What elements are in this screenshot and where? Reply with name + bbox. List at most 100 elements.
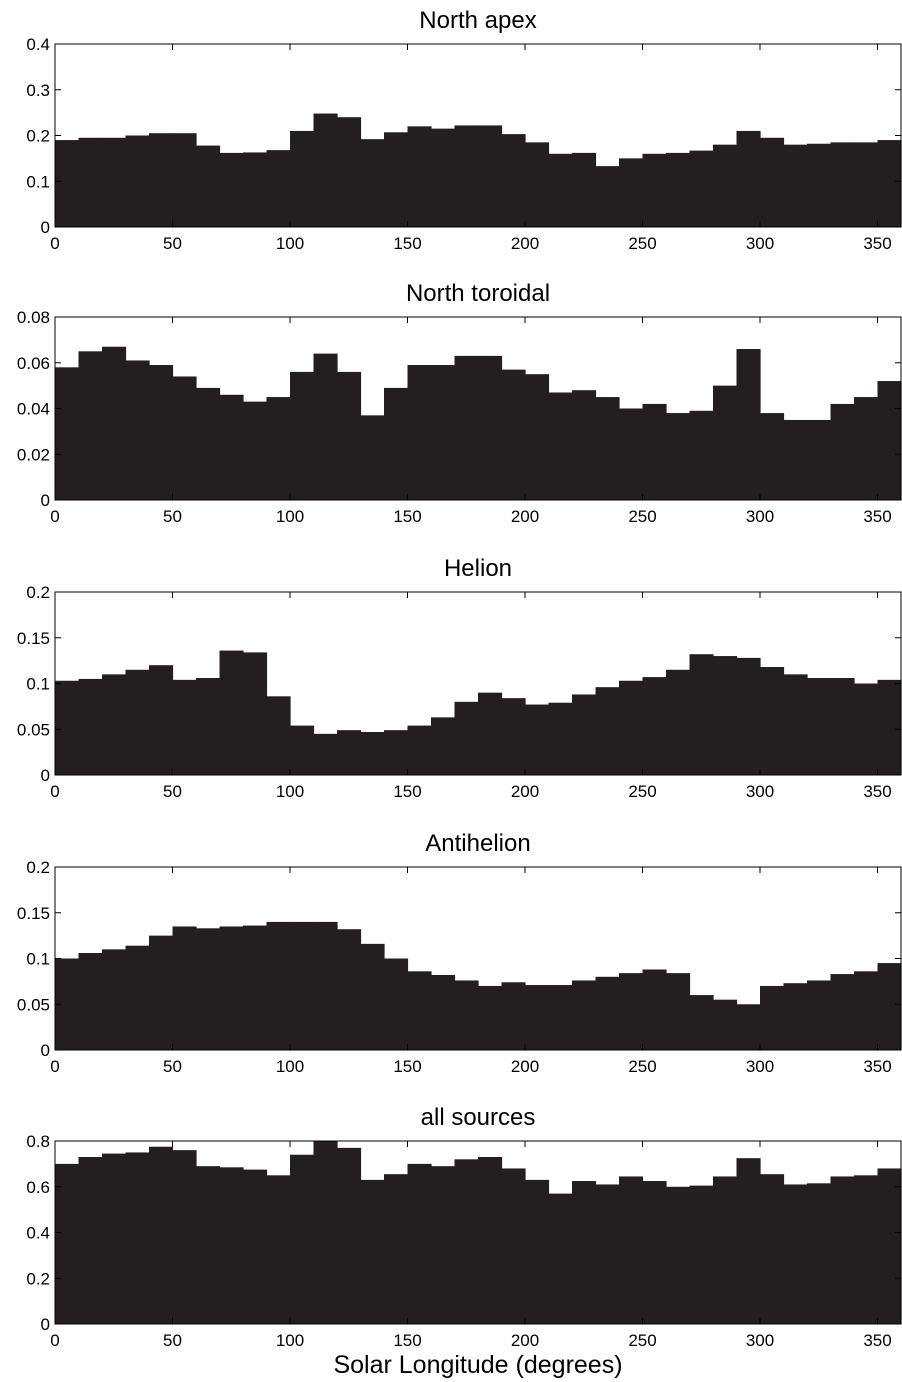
bar-340 (854, 142, 879, 227)
y-tick-label: 0.3 (26, 81, 50, 100)
bar-120 (337, 1147, 362, 1324)
x-tick-label: 150 (393, 507, 421, 526)
bar-180 (478, 355, 503, 500)
bar-120 (337, 929, 362, 1050)
bar-170 (454, 125, 479, 227)
bar-200 (525, 1179, 550, 1324)
bar-110 (313, 353, 338, 500)
y-tick-label: 0 (41, 1315, 50, 1334)
bar-150 (407, 725, 432, 775)
bar-200 (525, 704, 550, 775)
x-tick-label: 300 (746, 234, 774, 253)
x-tick-label: 200 (511, 1331, 539, 1350)
bar-260 (666, 413, 691, 500)
bar-270 (689, 995, 714, 1050)
chart-title: Antihelion (425, 830, 530, 857)
y-tick-label: 0.4 (26, 1224, 50, 1243)
bar-190 (501, 698, 526, 775)
bar-50 (172, 133, 197, 227)
x-tick-label: 100 (276, 1331, 304, 1350)
chart-panel-2: North toroidal 0 50 100 150 200 250 300 350 0 0.02… (17, 280, 902, 526)
bar-60 (196, 678, 221, 775)
chart-title: all sources (421, 1104, 536, 1131)
x-tick-label: 0 (50, 782, 59, 801)
x-tick-label: 250 (628, 234, 656, 253)
bar-270 (689, 1185, 714, 1324)
bar-90 (266, 696, 291, 775)
x-tick-label: 350 (863, 782, 891, 801)
bar-160 (431, 1166, 456, 1324)
bar-100 (290, 130, 315, 227)
bar-230 (595, 1184, 620, 1324)
bar-270 (689, 150, 714, 227)
bar-190 (501, 134, 526, 227)
x-tick-label: 0 (50, 507, 59, 526)
y-tick-label: 0.06 (17, 354, 50, 373)
bar-140 (384, 730, 409, 775)
y-tick-label: 0.05 (17, 720, 50, 739)
bar-70 (219, 650, 244, 775)
y-tick-label: 0.4 (26, 35, 50, 54)
bar-80 (243, 152, 268, 227)
bar-210 (548, 985, 573, 1050)
bar-310 (783, 983, 808, 1050)
bar-280 (713, 656, 738, 775)
y-tick-label: 0.15 (17, 904, 50, 923)
bar-160 (431, 717, 456, 775)
bar-240 (619, 680, 644, 775)
bar-230 (595, 166, 620, 227)
bar-100 (290, 921, 315, 1050)
x-tick-label: 0 (50, 234, 59, 253)
x-tick-label: 250 (628, 507, 656, 526)
y-tick-label: 0.2 (26, 583, 50, 602)
bar-10 (78, 678, 103, 775)
x-tick-label: 50 (163, 507, 182, 526)
bar-180 (478, 985, 503, 1050)
bar-220 (572, 980, 597, 1050)
bar-60 (196, 387, 221, 500)
chart-title: North toroidal (406, 280, 550, 307)
bar-160 (431, 128, 456, 227)
bar-80 (243, 401, 268, 500)
bar-110 (313, 733, 338, 775)
bar-50 (172, 376, 197, 500)
x-tick-label: 150 (393, 782, 421, 801)
bar-280 (713, 1176, 738, 1324)
bar-70 (219, 926, 244, 1050)
bar-100 (290, 1154, 315, 1324)
bar-180 (478, 692, 503, 775)
bar-220 (572, 152, 597, 227)
bar-30 (125, 360, 150, 500)
bar-40 (149, 365, 174, 500)
y-tick-label: 0.1 (26, 675, 50, 694)
bar-150 (407, 971, 432, 1050)
bar-40 (149, 1146, 174, 1324)
bar-330 (830, 142, 855, 227)
x-tick-label: 350 (863, 1331, 891, 1350)
bar-220 (572, 1181, 597, 1324)
x-tick-label: 200 (511, 234, 539, 253)
bar-80 (243, 1169, 268, 1324)
bar-20 (102, 674, 127, 775)
bar-330 (830, 678, 855, 775)
bar-190 (501, 982, 526, 1050)
bar-260 (666, 1186, 691, 1324)
bar-240 (619, 973, 644, 1050)
bar-20 (102, 1153, 127, 1324)
y-tick-label: 0.8 (26, 1132, 50, 1151)
x-tick-label: 100 (276, 234, 304, 253)
bar-80 (243, 652, 268, 775)
bar-100 (290, 725, 315, 775)
bar-250 (642, 153, 667, 227)
bar-250 (642, 677, 667, 775)
bar-250 (642, 1181, 667, 1324)
x-tick-label: 350 (863, 1057, 891, 1076)
bar-120 (337, 117, 362, 227)
bar-50 (172, 679, 197, 775)
bar-330 (830, 974, 855, 1050)
x-tick-label: 50 (163, 1057, 182, 1076)
y-tick-label: 0.2 (26, 127, 50, 146)
bar-300 (760, 667, 785, 775)
bar-320 (807, 1183, 832, 1324)
bar-340 (854, 683, 879, 775)
